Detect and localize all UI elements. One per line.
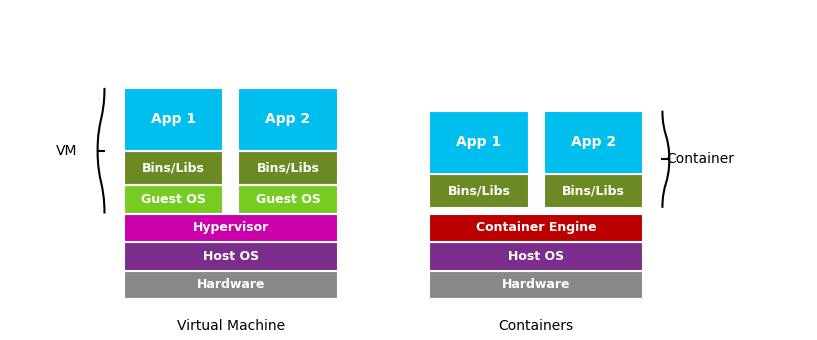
Text: Containers: Containers — [498, 319, 574, 333]
Bar — [429, 111, 529, 173]
Bar — [543, 173, 643, 208]
Bar — [239, 185, 337, 214]
Bar — [429, 173, 529, 208]
Bar — [239, 88, 337, 151]
Bar — [123, 214, 337, 242]
Text: Bins/Libs: Bins/Libs — [562, 184, 625, 197]
Text: App 2: App 2 — [571, 135, 616, 149]
Text: App 1: App 1 — [151, 112, 196, 126]
Text: VM: VM — [56, 144, 78, 158]
Bar — [123, 88, 223, 151]
Text: Bins/Libs: Bins/Libs — [257, 161, 319, 174]
Text: Bins/Libs: Bins/Libs — [142, 161, 205, 174]
Bar — [123, 151, 223, 185]
Bar — [429, 242, 643, 271]
Text: Host OS: Host OS — [203, 250, 259, 263]
Text: App 1: App 1 — [456, 135, 502, 149]
Bar — [239, 151, 337, 185]
Text: Bins/Libs: Bins/Libs — [448, 184, 511, 197]
Text: App 2: App 2 — [266, 112, 310, 126]
Text: Container Engine: Container Engine — [475, 221, 596, 234]
Text: Container: Container — [666, 152, 734, 166]
Bar — [543, 111, 643, 173]
Text: Guest OS: Guest OS — [256, 193, 320, 206]
Bar — [123, 185, 223, 214]
Text: Hardware: Hardware — [197, 278, 265, 291]
Bar — [429, 214, 643, 242]
Text: Guest OS: Guest OS — [141, 193, 206, 206]
Bar — [123, 242, 337, 271]
Bar — [123, 271, 337, 299]
Bar — [429, 271, 643, 299]
Text: Virtual Machine: Virtual Machine — [176, 319, 285, 333]
Text: Host OS: Host OS — [508, 250, 565, 263]
Text: Hypervisor: Hypervisor — [193, 221, 269, 234]
Text: Hardware: Hardware — [502, 278, 570, 291]
